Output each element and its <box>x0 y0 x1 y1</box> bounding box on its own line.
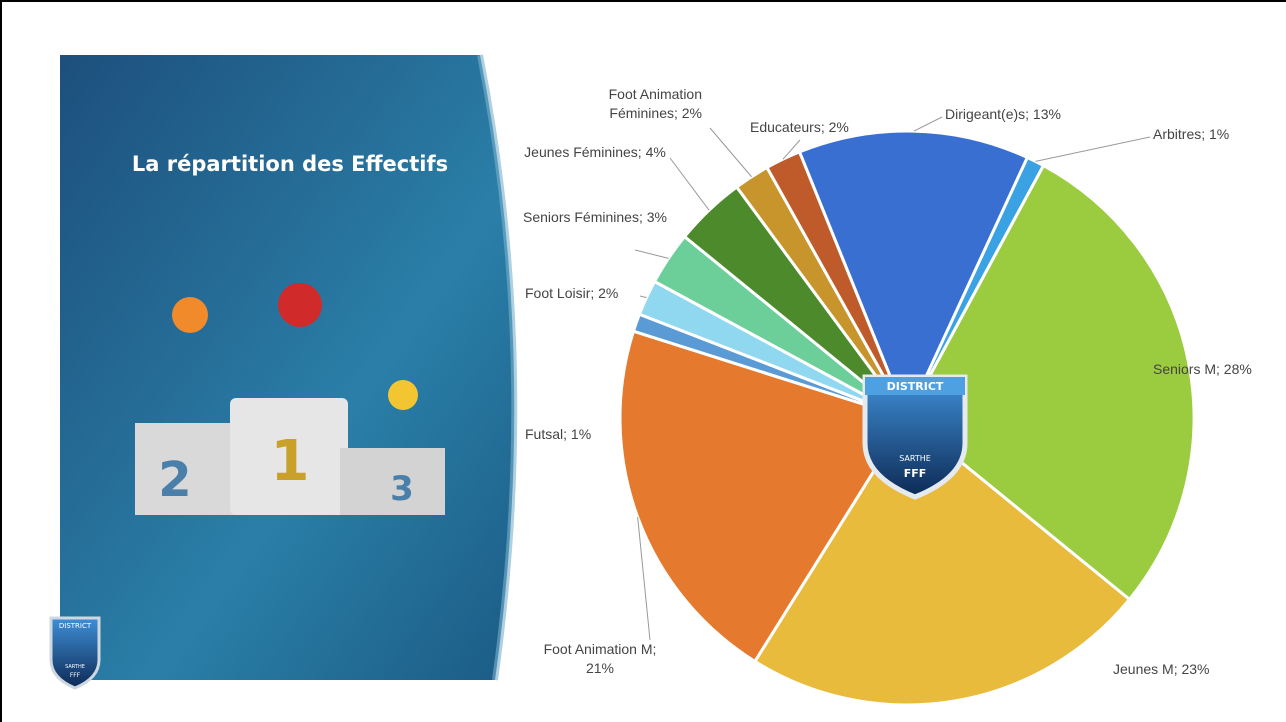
logo-center: DISTRICT SARTHE FFF <box>862 374 968 500</box>
leader-line <box>913 116 943 132</box>
logo-text: DISTRICT <box>59 622 92 630</box>
logo-text: FFF <box>70 672 81 679</box>
leader-line <box>782 139 801 160</box>
pie-slice <box>905 163 1196 602</box>
leader-line <box>639 295 647 299</box>
podium-block <box>135 423 240 515</box>
logo-text: DISTRICT <box>887 380 944 393</box>
leader-line <box>637 517 651 641</box>
data-label: Foot Loisir; 2% <box>525 285 619 301</box>
podium-number: 3 <box>390 469 414 509</box>
podium-block <box>230 398 348 515</box>
panel-edge <box>477 54 518 681</box>
data-label: Futsal; 1% <box>525 426 592 442</box>
data-label: Jeunes Féminines; 4% <box>524 144 666 160</box>
player <box>388 380 418 410</box>
logo-small: DISTRICT SARTHE FFF <box>49 616 101 690</box>
left-panel <box>60 55 515 680</box>
logo-text: FFF <box>904 467 927 480</box>
shield-band <box>865 377 965 395</box>
podium-block <box>340 448 445 515</box>
data-label: Educateurs; 2% <box>750 119 849 135</box>
leader-line <box>709 127 752 178</box>
podium-number: 1 <box>271 429 310 494</box>
data-label: Arbitres; 1% <box>1153 126 1230 142</box>
pie-slice <box>618 329 910 664</box>
logo-text: SARTHE <box>899 454 931 463</box>
shield <box>862 374 968 500</box>
logo-text: SARTHE <box>65 664 85 670</box>
data-label: Seniors Féminines; 3% <box>523 209 667 225</box>
player <box>172 297 208 333</box>
leader-line <box>1035 136 1151 162</box>
pie-slice <box>752 415 1132 707</box>
leader-line <box>634 249 669 259</box>
data-label: Seniors M; 28% <box>1153 361 1252 377</box>
pie-slice <box>797 129 1030 422</box>
pie <box>618 129 1196 707</box>
data-label: Dirigeant(e)s; 13% <box>945 106 1061 122</box>
shield <box>49 616 101 690</box>
player <box>278 283 322 327</box>
data-label: Foot Animation Féminines; 2% <box>608 86 702 121</box>
data-label: Jeunes M; 23% <box>1113 661 1210 677</box>
podium-number: 2 <box>158 452 191 508</box>
leader-lines <box>634 116 1151 641</box>
slide-title: La répartition des Effectifs <box>132 152 448 176</box>
data-label: Foot Animation M; 21% <box>543 641 657 676</box>
leader-line <box>669 157 710 211</box>
podium: 2 1 3 <box>135 283 445 515</box>
